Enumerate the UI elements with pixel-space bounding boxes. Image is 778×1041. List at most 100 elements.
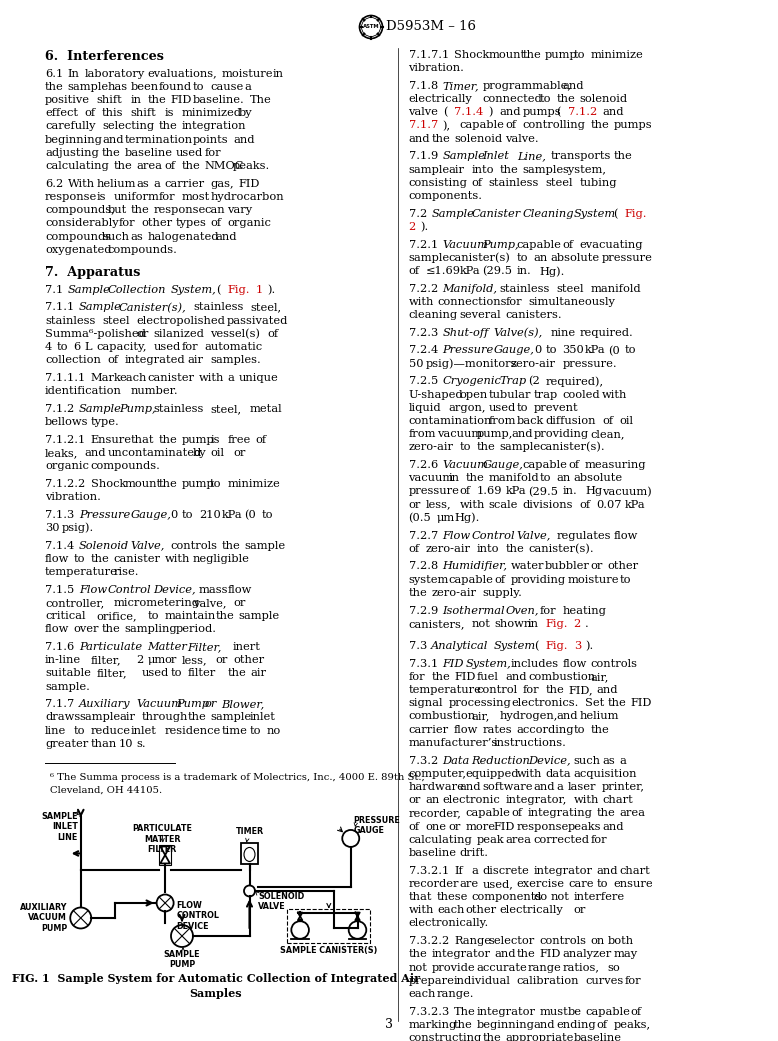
Text: Analytical: Analytical [431,641,489,651]
Text: accurate: accurate [477,963,527,972]
Text: kPa: kPa [460,266,480,276]
Text: 7.3.2.2: 7.3.2.2 [408,936,449,946]
Text: in.: in. [562,486,577,497]
Text: of: of [511,809,522,818]
Text: cooled: cooled [562,389,600,400]
Text: more: more [465,821,496,832]
Text: tubular: tubular [489,389,531,400]
Text: has: has [107,82,128,92]
Text: valve,: valve, [193,598,226,608]
Text: (0: (0 [608,346,619,356]
Text: prepare: prepare [408,975,454,986]
Text: capable: capable [522,460,567,471]
Text: (: ( [443,107,447,118]
Text: and: and [408,133,430,144]
Text: pressure: pressure [408,486,459,497]
Bar [159,845,171,865]
Text: Vacuum: Vacuum [443,239,489,250]
Text: 30: 30 [45,523,59,533]
Text: drift.: drift. [460,848,489,858]
Text: AUXILIARY
VACUUM
PUMP: AUXILIARY VACUUM PUMP [19,904,67,933]
Text: ending: ending [556,1020,596,1030]
Text: integration: integration [182,122,246,131]
Text: vacuum: vacuum [408,474,454,483]
Text: Control: Control [107,585,151,594]
Text: pressure: pressure [602,253,653,262]
Text: not: not [408,963,427,972]
Text: (: ( [556,107,561,118]
Text: such: such [102,231,129,242]
Text: the: the [431,671,450,682]
Text: 7.  Apparatus: 7. Apparatus [45,266,140,279]
Text: Vacuum: Vacuum [136,700,182,709]
Text: for: for [119,219,135,228]
Text: capable: capable [517,239,562,250]
Text: FIG. 1  Sample System for Automatic Collection of Integrated Air
Samples: FIG. 1 Sample System for Automatic Colle… [12,973,420,998]
Text: Pump: Pump [176,700,209,709]
Text: filter,: filter, [96,668,127,679]
Text: to: to [517,253,528,262]
Text: of: of [631,1007,642,1017]
Text: compounds: compounds [45,231,111,242]
Text: that: that [408,892,432,903]
Text: residence: residence [165,726,221,736]
Text: absolute: absolute [551,253,600,262]
Text: Vacuum: Vacuum [443,460,489,471]
Text: required),: required), [545,377,603,387]
Text: software: software [482,782,533,792]
Text: solenoid: solenoid [454,133,502,144]
Text: liquid: liquid [408,403,441,413]
Text: 7.1.9: 7.1.9 [408,151,438,161]
Text: these: these [437,892,468,903]
Text: shown: shown [494,618,531,629]
Text: area: area [505,835,531,845]
Text: of: of [568,460,579,471]
Text: (29.5: (29.5 [482,266,513,276]
Text: With: With [68,179,95,188]
Text: by: by [239,108,252,119]
Text: types: types [176,219,207,228]
Text: automatic: automatic [205,342,262,352]
Text: corrected: corrected [534,835,590,845]
Text: (2: (2 [528,377,540,386]
Text: helium: helium [96,179,135,188]
Text: FID: FID [494,821,515,832]
Text: FID: FID [539,949,561,960]
Text: greater: greater [45,739,88,748]
Text: to: to [619,575,631,585]
Text: as: as [131,231,143,242]
Text: In: In [68,69,79,79]
Text: Fig.: Fig. [545,641,568,651]
Text: in-line: in-line [45,655,81,665]
Text: capable: capable [460,121,505,130]
Text: SAMPLE
PUMP: SAMPLE PUMP [163,950,200,969]
Text: the: the [159,479,177,489]
Text: 10: 10 [119,739,134,748]
Text: the: the [591,725,609,735]
Text: with: with [408,906,434,915]
Text: other: other [233,655,264,665]
Text: unique: unique [239,373,279,383]
Text: canister(s).: canister(s). [528,543,594,554]
Text: to: to [73,554,85,564]
Text: vacuum: vacuum [437,429,482,439]
Text: points: points [193,134,229,145]
Text: Cleveland, OH 44105.: Cleveland, OH 44105. [50,786,162,795]
Text: is: is [165,108,174,119]
Text: steel: steel [545,178,573,187]
Text: 7.2.6: 7.2.6 [408,460,438,471]
Text: evacuating: evacuating [580,239,643,250]
Text: filter: filter [187,668,216,679]
Text: of: of [471,178,482,187]
Text: The: The [454,1007,476,1017]
Text: components.: components. [408,191,482,201]
Text: the: the [505,543,524,554]
Text: of: of [408,543,419,554]
Text: 7.2.4: 7.2.4 [408,346,438,355]
Text: kPa: kPa [585,346,605,355]
Text: beginning: beginning [45,134,103,145]
Text: the: the [408,949,427,960]
Text: appropriate: appropriate [505,1033,573,1041]
Text: ensure: ensure [614,879,653,889]
Text: canister(s): canister(s) [448,253,510,263]
